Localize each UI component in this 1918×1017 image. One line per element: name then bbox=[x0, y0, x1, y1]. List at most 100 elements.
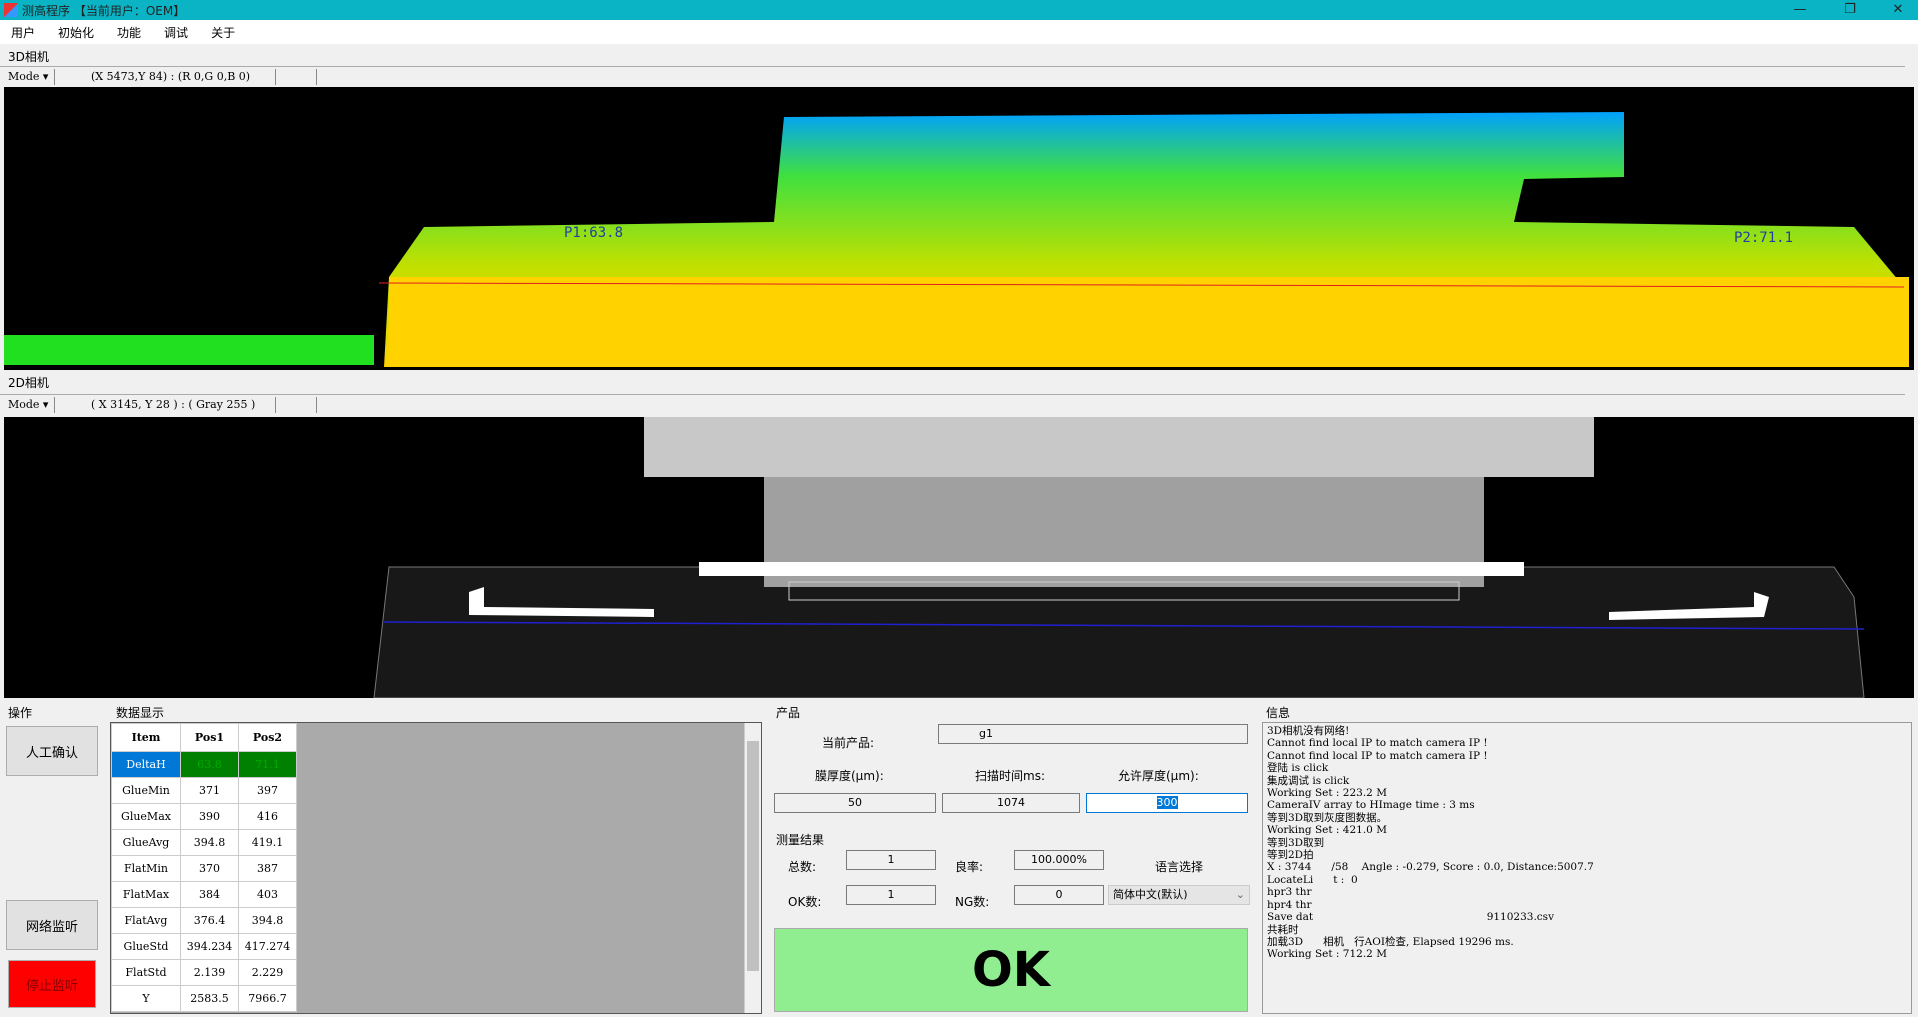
manual-confirm-button[interactable]: 人工确认 bbox=[6, 726, 98, 776]
table-cell: 394.234 bbox=[180, 933, 239, 960]
table-cell: 397 bbox=[238, 777, 297, 804]
restore-button[interactable]: ❐ bbox=[1844, 2, 1856, 17]
table-cell: GlueMax bbox=[111, 803, 181, 830]
cam2d-mode-dropdown[interactable]: Mode ▾ bbox=[8, 398, 49, 411]
table-row[interactable]: GlueStd 394.234 417.274 bbox=[111, 933, 297, 960]
table-row[interactable]: FlatStd 2.139 2.229 bbox=[111, 959, 297, 986]
table-cell: 390 bbox=[180, 803, 239, 830]
minimize-button[interactable]: — bbox=[1793, 2, 1807, 17]
cam2d-image[interactable] bbox=[4, 417, 1914, 699]
table-cell: 403 bbox=[238, 881, 297, 908]
col-pos1: Pos1 bbox=[180, 723, 239, 752]
table-cell: 419.1 bbox=[238, 829, 297, 856]
table-cell: 394.8 bbox=[238, 907, 297, 934]
log-line: 等到2D拍 bbox=[1267, 849, 1314, 862]
log-line: 3D相机没有网络! bbox=[1267, 725, 1350, 737]
language-value: 简体中文(默认) bbox=[1113, 888, 1188, 901]
log-line: 共耗时 bbox=[1267, 923, 1299, 936]
allow-thickness-input[interactable]: 300 bbox=[1086, 793, 1248, 813]
menu-about[interactable]: 关于 bbox=[211, 25, 236, 40]
table-cell: FlatAvg bbox=[111, 907, 181, 934]
menu-user[interactable]: 用户 bbox=[11, 25, 36, 40]
table-row[interactable]: FlatAvg 376.4 394.8 bbox=[111, 907, 297, 934]
total-label: 总数: bbox=[788, 860, 817, 874]
table-cell: GlueAvg bbox=[111, 829, 181, 856]
menu-init[interactable]: 初始化 bbox=[58, 25, 95, 40]
table-cell: 376.4 bbox=[180, 907, 239, 934]
table-cell: DeltaH bbox=[111, 751, 181, 778]
yield-field: 100.000% bbox=[1014, 850, 1104, 870]
data-grid[interactable]: Item Pos1 Pos2 DeltaH 63.8 71.1 GlueMin 371 397… bbox=[110, 722, 762, 1014]
cam2d-coord-readout: ( X 3145, Y 28 ) : ( Gray 255 ) bbox=[91, 398, 256, 411]
log-line: 等到3D取到 bbox=[1267, 836, 1325, 849]
table-row[interactable]: FlatMin 370 387 bbox=[111, 855, 297, 882]
results-title: 测量结果 bbox=[776, 833, 825, 847]
table-row[interactable]: Y 2583.5 7966.7 bbox=[111, 985, 297, 1012]
app-icon bbox=[4, 3, 18, 17]
table-cell: 2583.5 bbox=[180, 985, 239, 1012]
table-cell: 63.8 bbox=[180, 751, 239, 778]
cam2d-toolbar: Mode ▾ ( X 3145, Y 28 ) : ( Gray 255 ) bbox=[0, 394, 1905, 414]
cam2d-label: 2D相机 bbox=[8, 376, 49, 390]
p2-label: P2:71.1 bbox=[1734, 230, 1793, 246]
table-cell: 384 bbox=[180, 881, 239, 908]
col-item: Item bbox=[111, 723, 181, 752]
scan-time-label: 扫描时间ms: bbox=[975, 769, 1045, 783]
window-title: 测高程序 【当前用户：OEM】 bbox=[22, 3, 186, 18]
table-cell: GlueStd bbox=[111, 933, 181, 960]
table-cell: 370 bbox=[180, 855, 239, 882]
log-line: 集成调试 is click bbox=[1267, 774, 1350, 787]
log-line: Save dat 9110233.csv bbox=[1267, 911, 1554, 924]
product-title: 产品 bbox=[776, 706, 801, 720]
table-cell: 394.8 bbox=[180, 829, 239, 856]
log-line: Cannot find local IP to match camera IP … bbox=[1267, 737, 1488, 750]
log-line: LocateLi t : 0 bbox=[1267, 873, 1358, 886]
cam3d-mode-dropdown[interactable]: Mode ▾ bbox=[8, 70, 49, 83]
table-cell: 2.139 bbox=[180, 959, 239, 986]
cam3d-coord-readout: (X 5473,Y 84) : (R 0,G 0,B 0) bbox=[91, 70, 251, 83]
current-product-label: 当前产品: bbox=[822, 736, 875, 750]
table-row[interactable]: FlatMax 384 403 bbox=[111, 881, 297, 908]
network-listen-button[interactable]: 网络监听 bbox=[6, 900, 98, 950]
table-header: Item Pos1 Pos2 bbox=[111, 723, 297, 752]
log-textbox[interactable]: 3D相机没有网络! Cannot find local IP to match c… bbox=[1262, 722, 1912, 1014]
table-row[interactable]: GlueAvg 394.8 419.1 bbox=[111, 829, 297, 856]
scan-time-input[interactable]: 1074 bbox=[942, 793, 1080, 813]
language-select[interactable]: 简体中文(默认) ⌄ bbox=[1108, 885, 1250, 905]
stop-listen-button[interactable]: 停止监听 bbox=[8, 960, 96, 1008]
log-line: hpr3 thr bbox=[1267, 886, 1312, 899]
table-cell: 71.1 bbox=[238, 751, 297, 778]
table-cell: Y bbox=[111, 985, 181, 1012]
cam3d-label: 3D相机 bbox=[8, 50, 49, 64]
yield-label: 良率: bbox=[955, 860, 984, 874]
table-cell: 7966.7 bbox=[238, 985, 297, 1012]
total-field: 1 bbox=[846, 850, 936, 870]
grid-scrollbar[interactable] bbox=[744, 723, 761, 1013]
ng-count-field: 0 bbox=[1014, 885, 1104, 905]
table-row[interactable]: GlueMax 390 416 bbox=[111, 803, 297, 830]
log-line: Cannot find local IP to match camera IP … bbox=[1267, 749, 1488, 762]
chevron-down-icon: ⌄ bbox=[1235, 888, 1245, 901]
cam3d-image[interactable]: P1:63.8 P2:71.1 bbox=[4, 87, 1914, 370]
close-button[interactable]: ✕ bbox=[1892, 2, 1904, 17]
log-line: 加载3D 相机 行AOI检查, Elapsed 19296 ms. bbox=[1267, 935, 1514, 948]
log-line: Working Set : 712.2 M bbox=[1267, 948, 1387, 961]
ng-count-label: NG数: bbox=[955, 895, 990, 909]
log-line: 登陆 is click bbox=[1267, 762, 1329, 775]
p1-label: P1:63.8 bbox=[564, 225, 623, 241]
table-cell: 417.274 bbox=[238, 933, 297, 960]
log-line: Working Set : 223.2 M bbox=[1267, 787, 1387, 800]
table-cell: 387 bbox=[238, 855, 297, 882]
log-line: hpr4 thr bbox=[1267, 898, 1312, 911]
menu-function[interactable]: 功能 bbox=[117, 25, 142, 40]
table-cell: FlatMax bbox=[111, 881, 181, 908]
table-cell: FlatMin bbox=[111, 855, 181, 882]
ops-title: 操作 bbox=[8, 706, 33, 720]
film-thickness-input[interactable]: 50 bbox=[774, 793, 936, 813]
current-product-field[interactable]: g1 bbox=[938, 724, 1248, 744]
menu-debug[interactable]: 调试 bbox=[164, 25, 189, 40]
table-row[interactable]: DeltaH 63.8 71.1 bbox=[111, 751, 297, 778]
log-line: 等到3D取到灰度图数据。 bbox=[1267, 811, 1388, 824]
table-row[interactable]: GlueMin 371 397 bbox=[111, 777, 297, 804]
language-label: 语言选择 bbox=[1155, 860, 1204, 874]
